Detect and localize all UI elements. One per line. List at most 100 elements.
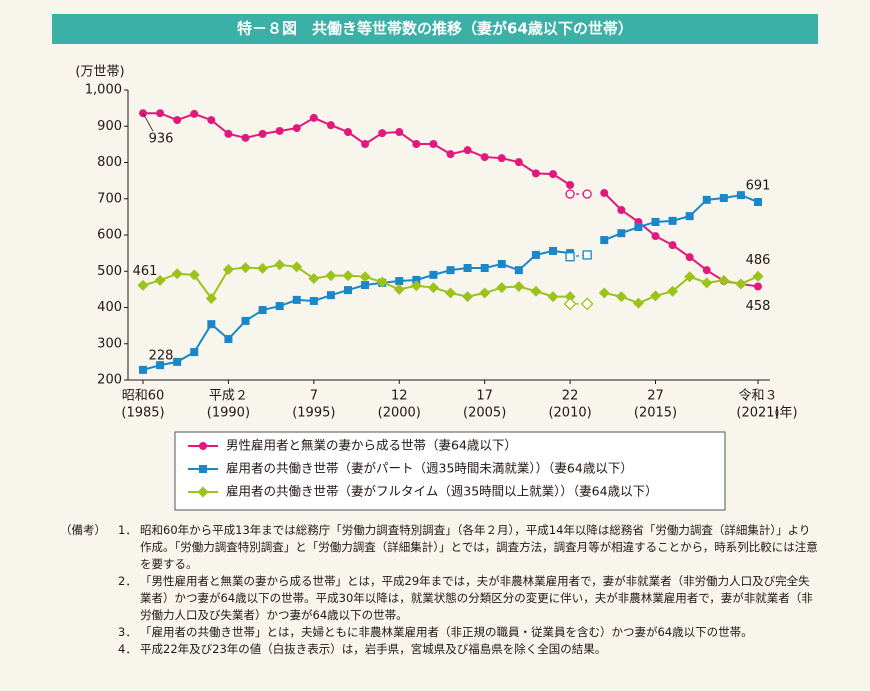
data-label: 458 xyxy=(746,299,771,314)
point xyxy=(207,116,216,125)
point xyxy=(463,146,472,155)
point xyxy=(190,348,199,357)
point xyxy=(190,109,199,118)
point xyxy=(224,335,233,344)
data-label: 691 xyxy=(746,179,771,194)
legend-box xyxy=(174,431,726,511)
y-tick-label: 1,000 xyxy=(85,83,122,98)
point xyxy=(702,266,711,275)
point xyxy=(667,285,679,297)
point xyxy=(496,282,508,294)
point xyxy=(580,297,594,311)
point xyxy=(309,296,318,305)
point xyxy=(199,465,207,473)
point xyxy=(240,262,251,274)
note-row: （備考） 1． 昭和60年から平成13年までは総務庁「労働力調査特別調査」（各年２月… xyxy=(60,522,820,573)
point xyxy=(199,442,207,450)
point xyxy=(480,153,489,162)
point xyxy=(684,271,696,283)
point xyxy=(530,285,542,297)
point xyxy=(258,306,267,315)
x-tick-label: 27 xyxy=(647,389,664,404)
point xyxy=(497,260,506,268)
point xyxy=(617,205,626,214)
point xyxy=(412,275,421,284)
point xyxy=(207,320,216,329)
y-tick-label: 700 xyxy=(97,191,122,206)
point xyxy=(566,180,575,189)
note-row: 3． 「雇用者の共働き世帯」とは，夫婦ともに非農林業雇用者（非正規の職員・従業員を… xyxy=(60,624,820,641)
chart: 特－８図 共働き等世帯数の推移（妻が64歳以下の世帯） (万世帯) 200 300… xyxy=(52,14,818,511)
point xyxy=(598,287,610,299)
point xyxy=(718,274,730,286)
note-text: 平成22年及び23年の値（白抜き表示）は，岩手県，宮城県及び福島県を除く全国の結… xyxy=(140,642,607,656)
point xyxy=(531,250,540,259)
point xyxy=(156,109,165,118)
point xyxy=(497,154,506,163)
point xyxy=(325,270,337,282)
point xyxy=(651,217,660,226)
x-tick-sublabel: (2021) xyxy=(736,406,779,421)
point xyxy=(378,129,387,138)
point xyxy=(736,191,745,200)
point xyxy=(564,291,576,303)
point xyxy=(309,113,318,122)
x-tick-label: 昭和60 xyxy=(122,389,165,404)
point xyxy=(735,278,747,290)
point xyxy=(463,263,472,272)
point xyxy=(565,189,575,199)
point xyxy=(326,121,335,130)
point xyxy=(241,133,250,142)
point xyxy=(479,287,491,299)
point xyxy=(412,140,421,149)
label-leader xyxy=(142,113,154,132)
point xyxy=(582,189,592,199)
x-tick-sublabel: (2015) xyxy=(634,406,677,421)
data-label: 461 xyxy=(133,264,158,279)
point xyxy=(719,194,728,203)
note-number: 1． xyxy=(118,523,137,537)
x-axis-unit: (年) xyxy=(774,406,797,421)
point xyxy=(600,236,609,245)
point xyxy=(754,282,762,291)
note-row: 2． 「男性雇用者と無業の妻から成る世帯」とは，平成29年までは，夫が非農林業雇用… xyxy=(60,573,820,624)
point xyxy=(634,223,643,232)
y-tick-label: 200 xyxy=(97,373,122,388)
x-tick-sublabel: (2005) xyxy=(463,406,506,421)
point xyxy=(410,280,422,292)
point xyxy=(514,266,523,275)
x-tick-sublabel: (1995) xyxy=(292,406,335,421)
point xyxy=(513,280,525,292)
point xyxy=(326,291,335,300)
point xyxy=(344,286,352,295)
chart-title: 特－８図 共働き等世帯数の推移（妻が64歳以下の世帯） xyxy=(237,20,633,38)
note-indent xyxy=(60,573,118,624)
point xyxy=(241,316,250,325)
point xyxy=(292,295,301,304)
point xyxy=(258,129,267,138)
point xyxy=(393,283,405,295)
title-banner xyxy=(52,14,818,44)
legend-label: 雇用者の共働き世帯（妻がパート（週35時間未満就業））（妻64歳以下） xyxy=(226,461,633,476)
point xyxy=(615,291,627,303)
notes: （備考） 1． 昭和60年から平成13年までは総務庁「労働力調査特別調査」（各年２月… xyxy=(60,522,820,658)
point xyxy=(171,268,183,280)
data-label: 228 xyxy=(149,348,174,363)
point xyxy=(531,169,540,178)
point xyxy=(291,261,303,273)
y-tick-label: 500 xyxy=(97,264,122,279)
x-tick-sublabel: (1990) xyxy=(207,406,250,421)
point xyxy=(361,281,370,290)
y-axis-unit: (万世帯) xyxy=(75,65,124,80)
point xyxy=(563,297,577,311)
point xyxy=(376,276,388,288)
x-tick-label: 22 xyxy=(562,389,579,404)
point xyxy=(651,232,660,241)
point xyxy=(188,269,200,281)
series-line xyxy=(143,112,759,288)
point xyxy=(701,277,713,289)
point xyxy=(257,262,269,274)
point xyxy=(582,250,592,260)
y-tick-label: 600 xyxy=(97,228,122,243)
